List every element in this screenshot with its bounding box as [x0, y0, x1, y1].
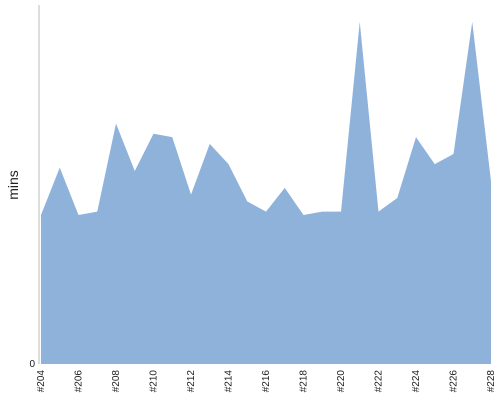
x-tick-label: #206: [74, 370, 85, 393]
x-tick-label: #204: [36, 370, 47, 393]
x-tick-label: #208: [111, 370, 122, 393]
y-axis-label: mins: [5, 170, 21, 200]
x-tick-label: #212: [186, 370, 197, 393]
y-axis-ticks: 0: [29, 359, 35, 370]
x-tick-label: #228: [486, 370, 497, 393]
x-tick-label: #222: [374, 370, 385, 393]
plot-area: [41, 21, 491, 365]
area-series-0: [41, 21, 491, 365]
x-tick-label: #220: [336, 370, 347, 393]
y-tick-label: 0: [29, 359, 35, 370]
x-tick-label: #214: [224, 370, 235, 393]
x-tick-label: #218: [299, 370, 310, 393]
x-tick-label: #210: [149, 370, 160, 393]
x-tick-label: #216: [261, 370, 272, 393]
x-tick-label: #224: [411, 370, 422, 393]
x-axis-ticks: #204 #206 #208 #210 #212 #214 #216 #218 #220 #222…: [36, 370, 497, 393]
x-tick-label: #226: [449, 370, 460, 393]
